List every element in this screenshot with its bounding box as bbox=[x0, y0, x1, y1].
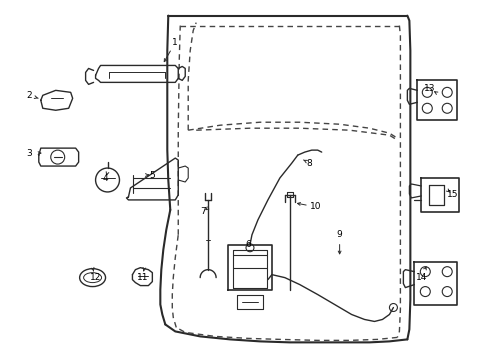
Text: 7: 7 bbox=[200, 207, 205, 216]
Text: 10: 10 bbox=[309, 202, 321, 211]
Text: 15: 15 bbox=[447, 190, 458, 199]
Text: 14: 14 bbox=[415, 273, 426, 282]
Text: 8: 8 bbox=[306, 158, 312, 167]
Text: 9: 9 bbox=[336, 230, 342, 239]
Text: 3: 3 bbox=[26, 149, 32, 158]
Text: 1: 1 bbox=[172, 38, 178, 47]
Text: 13: 13 bbox=[423, 84, 434, 93]
Text: 6: 6 bbox=[244, 240, 250, 249]
Text: 2: 2 bbox=[26, 91, 32, 100]
Text: 12: 12 bbox=[90, 273, 101, 282]
Text: 4: 4 bbox=[102, 174, 108, 183]
Text: 5: 5 bbox=[149, 171, 155, 180]
Text: 11: 11 bbox=[136, 273, 148, 282]
